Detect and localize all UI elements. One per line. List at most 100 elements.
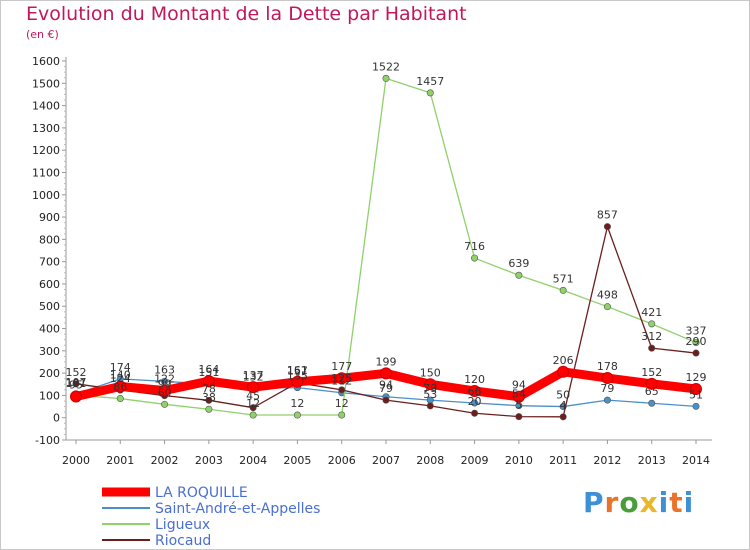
data-label-2: 38	[202, 391, 216, 404]
data-label-1: 112	[331, 375, 352, 388]
data-label-1: 51	[689, 388, 703, 401]
x-tick-label: 2002	[151, 454, 179, 467]
legend-label-3: Riocaud	[155, 533, 211, 549]
data-label-1: 65	[645, 385, 659, 398]
data-label-2: 421	[641, 306, 662, 319]
series-point-2	[648, 320, 656, 328]
series-point-2	[559, 286, 567, 294]
proxiti-logo: Proxiti	[583, 486, 694, 519]
legend-label-1: Saint-André-et-Appelles	[155, 501, 320, 517]
y-tick-label: 600	[39, 278, 60, 291]
data-label-1: 54	[512, 388, 526, 401]
series-point-0	[70, 390, 82, 403]
data-label-1: 132	[243, 370, 264, 383]
data-label-2: 1457	[416, 75, 444, 88]
y-tick-label: 1300	[32, 122, 60, 135]
series-point-3	[603, 223, 611, 231]
series-point-0	[114, 380, 127, 393]
data-label-2: 498	[597, 289, 618, 302]
data-label-3: 290	[686, 335, 707, 348]
data-label-0: 94	[512, 379, 526, 392]
y-tick-label: 1000	[32, 189, 60, 202]
series-point-2	[426, 89, 434, 97]
data-label-0: 152	[641, 366, 662, 379]
data-label-0: 129	[686, 371, 707, 384]
data-label-3: 157	[287, 365, 308, 378]
logo-letter: x	[639, 486, 659, 519]
series-point-3	[515, 413, 523, 421]
logo-letter: o	[619, 486, 640, 519]
x-tick-label: 2011	[549, 454, 577, 467]
data-label-2: 12	[246, 397, 260, 410]
x-tick-label: 2007	[372, 454, 400, 467]
series-point-2	[692, 339, 700, 347]
data-label-0: 164	[198, 363, 219, 376]
y-tick-label: 900	[39, 211, 60, 224]
series-point-0	[424, 378, 437, 391]
series-point-0	[291, 375, 304, 388]
data-label-3: 312	[641, 330, 662, 343]
legend-label-0: LA ROQUILLE	[155, 485, 248, 501]
series-point-1	[471, 399, 479, 407]
data-label-1: 50	[556, 389, 570, 402]
x-tick-label: 2004	[239, 454, 267, 467]
data-label-1: 163	[154, 363, 175, 376]
y-tick-label: 800	[39, 233, 60, 246]
series-point-0	[468, 384, 481, 397]
data-label-2: 337	[686, 325, 707, 338]
data-label-3: 125	[331, 372, 352, 385]
y-tick-label: 200	[39, 367, 60, 380]
data-label-0: 178	[597, 360, 618, 373]
series-point-0	[690, 382, 702, 395]
data-label-3: 152	[66, 366, 87, 379]
series-point-3	[72, 380, 80, 388]
data-label-2: 12	[290, 397, 304, 410]
data-label-1: 151	[198, 366, 219, 379]
series-point-3	[426, 402, 434, 410]
series-point-3	[382, 396, 390, 404]
logo-letter: t	[669, 486, 684, 519]
series-point-0	[601, 372, 614, 385]
y-tick-label: 100	[39, 389, 60, 402]
series-layer	[70, 74, 702, 421]
series-point-0	[247, 381, 260, 394]
data-label-2: 1522	[372, 60, 400, 73]
x-tick-label: 2003	[195, 454, 223, 467]
data-label-3: 5	[515, 399, 522, 412]
data-label-0: 140	[110, 368, 131, 381]
y-tick-label: 1500	[32, 77, 60, 90]
y-tick-label: 500	[39, 300, 60, 313]
y-tick-label: -100	[35, 434, 60, 447]
x-tick-label: 2010	[505, 454, 533, 467]
x-tick-label: 2012	[593, 454, 621, 467]
data-label-1: 174	[110, 361, 131, 374]
data-label-3: 857	[597, 209, 618, 222]
series-point-2	[249, 411, 257, 419]
y-tick-label: 300	[39, 345, 60, 358]
data-label-1: 79	[600, 382, 614, 395]
series-point-0	[380, 367, 392, 380]
series-point-2	[161, 400, 169, 408]
axes: -100 0 100 200 300 400 500 600 700 800 900 1000 1100…	[32, 55, 712, 467]
chart-unit: (en €)	[26, 28, 59, 41]
data-label-1: 94	[379, 379, 393, 392]
series-point-2	[293, 411, 301, 419]
series-point-1	[692, 402, 700, 410]
data-label-0: 161	[287, 364, 308, 377]
x-tick-label: 2005	[283, 454, 311, 467]
data-label-0: 177	[331, 360, 352, 373]
data-label-0: 137	[243, 369, 264, 382]
data-label-3: 53	[423, 388, 437, 401]
y-tick-label: 0	[53, 412, 60, 425]
y-tick-label: 1400	[32, 100, 60, 113]
data-label-1: 107	[66, 376, 87, 389]
series-point-3	[471, 409, 479, 417]
legend-label-2: Ligueux	[155, 517, 210, 533]
data-label-0: 150	[420, 366, 441, 379]
data-label-2: 571	[553, 272, 574, 285]
logo-letter: P	[583, 486, 605, 519]
series-point-1	[603, 396, 611, 404]
logo-letter: i	[658, 486, 670, 519]
data-label-0: 199	[376, 355, 397, 368]
data-label-3: 4	[560, 399, 567, 412]
